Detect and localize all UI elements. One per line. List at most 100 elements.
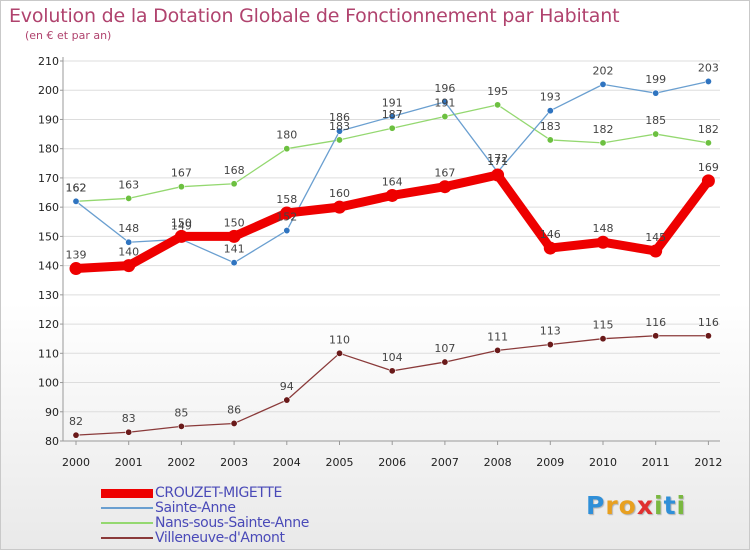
- data-label: 107: [434, 342, 455, 355]
- data-point: [388, 113, 396, 121]
- data-point: [596, 235, 610, 249]
- data-point: [599, 80, 607, 88]
- y-tick-label: 120: [38, 318, 59, 331]
- data-label: 186: [329, 111, 350, 124]
- data-point: [122, 259, 136, 273]
- data-point: [174, 229, 188, 243]
- data-point: [125, 428, 133, 436]
- y-tick-label: 170: [38, 172, 59, 185]
- data-point: [649, 244, 663, 258]
- x-tick-label: 2002: [167, 456, 195, 469]
- x-tick-label: 2007: [431, 456, 459, 469]
- data-label: 168: [224, 164, 245, 177]
- data-point: [494, 346, 502, 354]
- data-point: [652, 89, 660, 97]
- data-label: 172: [487, 152, 508, 165]
- data-point: [227, 229, 241, 243]
- data-label: 182: [698, 123, 719, 136]
- data-label: 162: [66, 181, 87, 194]
- x-tick-label: 2008: [484, 456, 512, 469]
- data-label: 85: [174, 406, 188, 419]
- data-point: [72, 197, 80, 205]
- data-point: [652, 130, 660, 138]
- data-label: 111: [487, 330, 508, 343]
- data-label: 196: [434, 82, 455, 95]
- y-tick-label: 90: [45, 406, 59, 419]
- data-point: [441, 358, 449, 366]
- data-label: 150: [171, 216, 192, 229]
- data-label: 141: [224, 243, 245, 256]
- logo-letter: t: [663, 491, 677, 520]
- data-point: [283, 396, 291, 404]
- data-label: 202: [593, 64, 614, 77]
- data-point: [704, 332, 712, 340]
- y-tick-label: 190: [38, 113, 59, 126]
- x-tick-label: 2011: [642, 456, 670, 469]
- x-tick-label: 2006: [378, 456, 406, 469]
- legend-label: Nans-sous-Sainte-Anne: [155, 515, 309, 531]
- y-tick-label: 140: [38, 260, 59, 273]
- y-tick-label: 130: [38, 289, 59, 302]
- data-point: [599, 139, 607, 147]
- y-tick-label: 150: [38, 230, 59, 243]
- chart-title: Evolution de la Dotation Globale de Fonc…: [9, 5, 620, 27]
- data-point: [599, 335, 607, 343]
- data-label: 86: [227, 403, 241, 416]
- data-point: [230, 180, 238, 188]
- data-label: 146: [540, 228, 561, 241]
- data-point: [546, 341, 554, 349]
- data-label: 145: [645, 231, 666, 244]
- data-label: 183: [329, 120, 350, 133]
- y-tick-label: 160: [38, 201, 59, 214]
- x-tick-label: 2004: [273, 456, 301, 469]
- data-label: 149: [171, 219, 192, 232]
- data-point: [177, 183, 185, 191]
- y-tick-label: 100: [38, 377, 59, 390]
- data-label: 163: [118, 178, 139, 191]
- data-label: 191: [382, 97, 403, 110]
- data-label: 83: [122, 412, 136, 425]
- data-label: 191: [434, 97, 455, 110]
- data-point: [335, 127, 343, 135]
- x-tick-label: 2012: [694, 456, 722, 469]
- data-point: [177, 422, 185, 430]
- data-point: [283, 227, 291, 235]
- data-point: [280, 206, 294, 220]
- chart-subtitle: (en € et par an): [25, 29, 112, 42]
- logo-letter: o: [618, 491, 637, 520]
- data-label: 164: [382, 175, 403, 188]
- data-point: [441, 113, 449, 121]
- data-label: 167: [171, 167, 192, 180]
- data-label: 140: [118, 246, 139, 259]
- legend-label: Villeneuve-d'Amont: [155, 530, 285, 546]
- x-tick-label: 2010: [589, 456, 617, 469]
- data-label: 162: [66, 181, 87, 194]
- data-label: 150: [224, 216, 245, 229]
- data-label: 195: [487, 85, 508, 98]
- data-point: [546, 136, 554, 144]
- data-label: 94: [280, 380, 294, 393]
- logo-letter: x: [636, 491, 654, 520]
- data-label: 183: [540, 120, 561, 133]
- data-point: [333, 200, 346, 214]
- data-label: 82: [69, 415, 83, 428]
- y-tick-label: 80: [45, 435, 59, 448]
- data-label: 182: [593, 123, 614, 136]
- data-point: [441, 98, 449, 106]
- legend-label: CROUZET-MIGETTE: [155, 485, 282, 501]
- data-point: [543, 241, 557, 255]
- legend-swatch: [101, 507, 153, 509]
- legend-swatch: [101, 537, 153, 539]
- data-label: 160: [329, 187, 350, 200]
- logo-letter: i: [676, 491, 687, 520]
- x-tick-label: 2000: [62, 456, 90, 469]
- data-point: [438, 180, 452, 194]
- data-label: 193: [540, 91, 561, 104]
- y-tick-label: 210: [38, 55, 59, 68]
- data-label: 187: [382, 108, 403, 121]
- data-point: [494, 101, 502, 109]
- data-label: 116: [698, 316, 719, 329]
- data-label: 139: [66, 249, 87, 262]
- data-point: [704, 77, 712, 85]
